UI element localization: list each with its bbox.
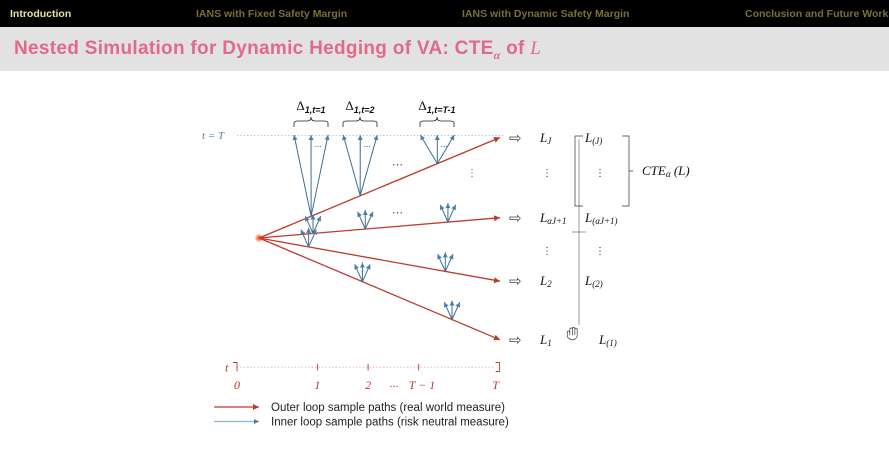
svg-text:LJ: LJ: [539, 130, 552, 146]
svg-text:L(αJ+1): L(αJ+1): [584, 210, 618, 226]
svg-text:Δ1,t=1: Δ1,t=1: [296, 98, 325, 115]
svg-text:Outer loop sample paths (real: Outer loop sample paths (real world meas…: [271, 402, 505, 414]
svg-text:⋮: ⋮: [595, 168, 605, 179]
svg-text:⇨: ⇨: [509, 130, 522, 147]
svg-text:L1: L1: [539, 332, 552, 348]
svg-text:⇨: ⇨: [509, 332, 522, 349]
svg-text:⇨: ⇨: [509, 210, 522, 227]
svg-text:...: ...: [315, 139, 322, 149]
svg-text:Δ1,t=2: Δ1,t=2: [345, 98, 374, 115]
svg-text:⋯: ⋯: [392, 159, 403, 171]
svg-text:T − 1: T − 1: [409, 378, 436, 392]
svg-text:Δ1,t=T-1: Δ1,t=T-1: [418, 98, 455, 115]
svg-text:⋮: ⋮: [542, 246, 552, 257]
svg-text:⋯: ⋯: [392, 207, 403, 219]
svg-text:⋮: ⋮: [542, 168, 552, 179]
svg-text:...: ...: [390, 376, 399, 390]
svg-text:L(1): L(1): [598, 332, 617, 348]
svg-text:⇨: ⇨: [509, 273, 522, 290]
svg-text:L(2): L(2): [584, 273, 603, 289]
svg-text:0: 0: [234, 378, 240, 392]
svg-text:L(J): L(J): [584, 130, 602, 146]
svg-text:⋮: ⋮: [467, 168, 477, 179]
svg-text:...: ...: [364, 139, 371, 149]
svg-text:1: 1: [314, 378, 320, 392]
svg-text:...: ...: [441, 139, 448, 149]
svg-text:2: 2: [365, 378, 371, 392]
svg-text:⋮: ⋮: [595, 246, 605, 257]
svg-text:T: T: [492, 378, 500, 392]
svg-text:CTEα (L): CTEα (L): [642, 163, 690, 179]
svg-text:t: t: [225, 361, 229, 375]
svg-text:LαJ+1: LαJ+1: [539, 210, 567, 226]
svg-text:L2: L2: [539, 273, 552, 289]
svg-text:t = T: t = T: [202, 130, 225, 142]
svg-text:Inner loop sample paths (risk: Inner loop sample paths (risk neutral me…: [271, 417, 509, 429]
